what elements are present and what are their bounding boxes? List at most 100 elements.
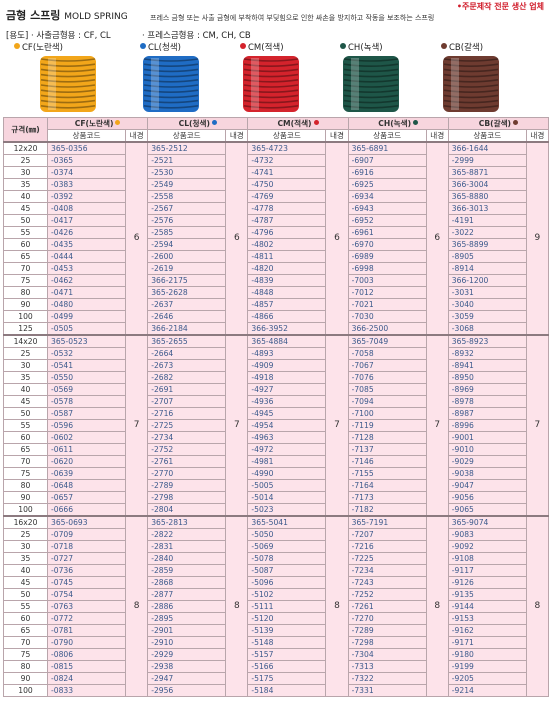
code: -7164 bbox=[347, 479, 427, 492]
color-dot bbox=[340, 43, 346, 49]
code: -4990 bbox=[247, 467, 327, 480]
code: -7094 bbox=[347, 395, 427, 408]
code: -0763 bbox=[47, 600, 126, 613]
size: 40 bbox=[3, 564, 48, 577]
code: -7128 bbox=[347, 431, 427, 444]
spring-name: CF(노란색) bbox=[22, 43, 63, 53]
code: -7225 bbox=[347, 552, 427, 565]
row: 45 -0408 -2567 -4778 -6943 366-3013 bbox=[3, 202, 549, 215]
row: 35 -0383 -2549 -4750 -6925 366-3004 bbox=[3, 178, 549, 191]
code: -2646 bbox=[147, 310, 227, 323]
code: -7270 bbox=[347, 612, 427, 625]
code: -5148 bbox=[247, 636, 327, 649]
code: -4963 bbox=[247, 431, 327, 444]
code: -2929 bbox=[147, 648, 227, 661]
code: -0602 bbox=[47, 431, 126, 444]
code: -4769 bbox=[247, 190, 327, 203]
row: 90 -0657 -2798 -5014 -7173 -9056 bbox=[3, 491, 549, 504]
size: 70 bbox=[3, 455, 48, 468]
code: -5050 bbox=[247, 528, 327, 541]
code: 366-3952 bbox=[247, 322, 327, 336]
code: -4796 bbox=[247, 226, 327, 239]
series-header: CL(청색) bbox=[147, 117, 249, 130]
code: -7207 bbox=[347, 528, 427, 541]
code: -2530 bbox=[147, 166, 227, 179]
code: -8905 bbox=[447, 250, 527, 263]
code: -9010 bbox=[447, 443, 527, 456]
coil bbox=[40, 105, 96, 109]
row: 75 -0639 -2770 -4990 -7155 -9038 bbox=[3, 467, 549, 480]
color-dot bbox=[441, 43, 447, 49]
code: -0596 bbox=[47, 419, 126, 432]
row: 80 -0471 365-2628 -4848 -7012 -3031 bbox=[3, 286, 549, 299]
size: 90 bbox=[3, 491, 48, 504]
code: -2585 bbox=[147, 226, 227, 239]
coil bbox=[40, 89, 96, 93]
code: -6943 bbox=[347, 202, 427, 215]
code: -6916 bbox=[347, 166, 427, 179]
series-name: CF(노란색) bbox=[74, 119, 114, 128]
code: -0569 bbox=[47, 383, 126, 396]
code: -7146 bbox=[347, 455, 427, 468]
code: -5111 bbox=[247, 600, 327, 613]
code: -0666 bbox=[47, 503, 126, 517]
coil bbox=[343, 89, 399, 93]
bore: 8 bbox=[425, 515, 449, 697]
size: 80 bbox=[3, 660, 48, 673]
color-dot bbox=[14, 43, 20, 49]
code: -4741 bbox=[247, 166, 327, 179]
code: 365-6891 bbox=[347, 141, 427, 155]
code: -2798 bbox=[147, 491, 227, 504]
size: 90 bbox=[3, 298, 48, 311]
shine bbox=[48, 58, 56, 110]
coil bbox=[40, 94, 96, 99]
coil bbox=[343, 68, 399, 73]
row: 70 -0790 -2910 -5148 -7298 -9171 bbox=[3, 636, 549, 649]
spring-body bbox=[443, 56, 499, 112]
code: 365-4723 bbox=[247, 141, 327, 155]
code: -0417 bbox=[47, 214, 126, 227]
row: 30 -0541 -2673 -4909 -7067 -8941 bbox=[3, 359, 549, 372]
coil bbox=[443, 68, 499, 73]
spring-name: CH(녹색) bbox=[348, 43, 383, 53]
size: 40 bbox=[3, 383, 48, 396]
code: -9126 bbox=[447, 576, 527, 589]
code: -2886 bbox=[147, 600, 227, 613]
size: 14x20 bbox=[3, 334, 48, 348]
code: -9205 bbox=[447, 672, 527, 685]
coil bbox=[243, 79, 299, 83]
code: -4954 bbox=[247, 419, 327, 432]
code: -2558 bbox=[147, 190, 227, 203]
coil bbox=[40, 68, 96, 73]
bore: 8 bbox=[225, 515, 249, 697]
size: 35 bbox=[3, 178, 48, 191]
spring-body bbox=[143, 56, 199, 112]
coil bbox=[443, 89, 499, 93]
coil bbox=[40, 79, 96, 83]
code: -5175 bbox=[247, 672, 327, 685]
size: 65 bbox=[3, 443, 48, 456]
code: -0648 bbox=[47, 479, 126, 492]
row: 100 -0499 -2646 -4866 -7030 -3059 bbox=[3, 310, 549, 323]
color-dot bbox=[513, 120, 519, 125]
code: -4981 bbox=[247, 455, 327, 468]
code: -7012 bbox=[347, 286, 427, 299]
code: -4918 bbox=[247, 371, 327, 384]
code: -7298 bbox=[347, 636, 427, 649]
coil bbox=[443, 94, 499, 99]
code: -7155 bbox=[347, 467, 427, 480]
color-dot bbox=[413, 120, 419, 125]
code: -7003 bbox=[347, 274, 427, 287]
code: -7313 bbox=[347, 660, 427, 673]
code: -2637 bbox=[147, 298, 227, 311]
row: 65 -0781 -2901 -5139 -7289 -9162 bbox=[3, 624, 549, 637]
coil bbox=[343, 84, 399, 88]
code: -0815 bbox=[47, 660, 126, 673]
shine bbox=[151, 58, 159, 110]
row: 80 -0648 -2789 -5005 -7164 -9047 bbox=[3, 479, 549, 492]
code: -9180 bbox=[447, 648, 527, 661]
code: -2673 bbox=[147, 359, 227, 372]
size: 55 bbox=[3, 600, 48, 613]
row: 40 -0392 -2558 -4769 -6934 365-8880 bbox=[3, 190, 549, 203]
code: -4857 bbox=[247, 298, 327, 311]
